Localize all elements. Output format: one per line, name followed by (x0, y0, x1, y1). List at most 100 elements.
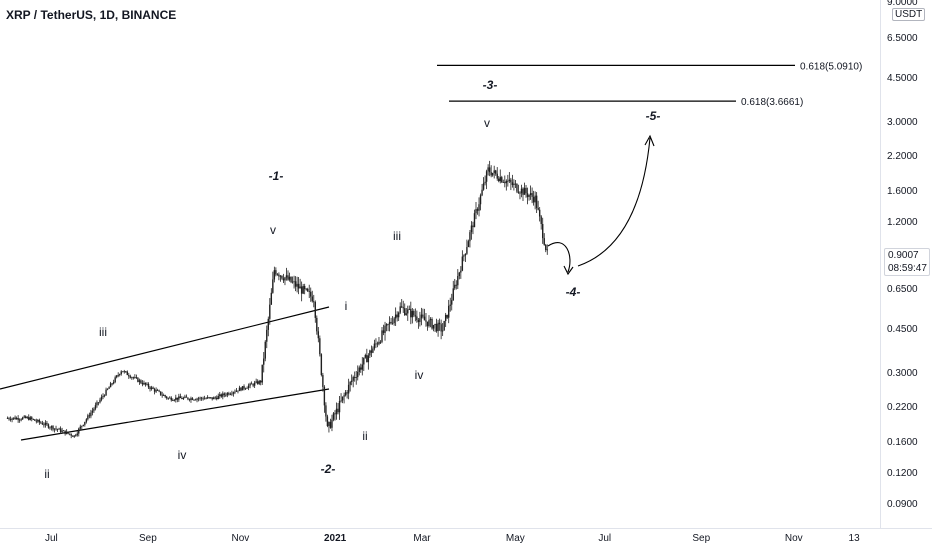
price-tick-label: 3.0000 (887, 117, 918, 128)
candle (402, 300, 404, 313)
candle (238, 385, 241, 392)
candle (199, 396, 201, 401)
candle (202, 396, 204, 401)
candle (441, 323, 444, 337)
candle (106, 388, 109, 391)
candle (93, 407, 95, 413)
candle (44, 420, 47, 428)
candle (264, 340, 266, 362)
candle (252, 383, 254, 388)
candle (270, 288, 273, 305)
candle (21, 416, 24, 420)
candle (155, 387, 157, 393)
candle (470, 221, 473, 240)
candle (102, 393, 104, 400)
currency-badge[interactable]: USDT (892, 8, 926, 21)
candle (423, 308, 426, 321)
arrow-head (644, 134, 655, 147)
candle (340, 393, 342, 403)
candle (313, 294, 315, 308)
candle (499, 169, 501, 184)
candle (293, 275, 295, 289)
candle (328, 421, 330, 433)
candle (511, 174, 514, 188)
candle (138, 378, 141, 385)
time-axis[interactable]: Jul Sep Nov 2021 Mar May Jul Sep Nov 13 (0, 528, 932, 551)
candle (32, 418, 34, 421)
candle (147, 382, 150, 389)
candle (169, 396, 171, 399)
candle (287, 270, 289, 281)
candle (546, 244, 548, 255)
candle (141, 380, 144, 387)
candle (307, 287, 309, 293)
candle (85, 418, 88, 424)
candle (11, 417, 13, 423)
candle (428, 315, 430, 328)
candle (505, 179, 508, 191)
candle (62, 430, 65, 432)
candle (331, 414, 333, 432)
candle (23, 414, 25, 419)
candle (444, 312, 447, 327)
candle (134, 374, 136, 379)
candle (476, 207, 479, 215)
candle-group (6, 160, 548, 439)
candle (79, 424, 81, 430)
candle (158, 389, 160, 393)
candle (419, 311, 421, 327)
candle (372, 346, 374, 354)
candle (143, 380, 145, 386)
time-tick-label: Nov (231, 533, 250, 544)
candle (108, 386, 110, 389)
projection-group (547, 134, 655, 276)
candle (431, 317, 433, 330)
candle (279, 274, 282, 282)
wave-label: iv (178, 448, 187, 462)
candle (507, 174, 509, 187)
candle (226, 392, 229, 398)
candle (49, 426, 51, 430)
candle (111, 382, 113, 386)
price-chart[interactable]: 0.618(5.0910)0.618(3.6661) iiiiiivv-1-i-… (0, 0, 880, 528)
candle (391, 316, 394, 325)
candle (341, 396, 344, 404)
candle (231, 390, 233, 396)
candle (56, 428, 59, 432)
candle (457, 269, 459, 289)
candle (256, 379, 259, 385)
channel-upper-line[interactable] (0, 306, 330, 390)
candle (299, 278, 301, 289)
candle (235, 388, 238, 393)
price-tick-label: 6.5000 (887, 32, 918, 44)
candle (166, 395, 168, 400)
candle (9, 416, 12, 422)
candle (455, 280, 457, 290)
candle (490, 165, 492, 178)
candle (122, 371, 124, 373)
candle (516, 183, 518, 194)
candle (103, 394, 106, 398)
candle (496, 167, 498, 181)
candle (446, 314, 448, 320)
candle (67, 431, 69, 435)
candle (361, 357, 363, 376)
fib-level-group: 0.618(5.0910) 0.618(3.6661) (437, 61, 862, 108)
candle (397, 311, 400, 321)
candle (196, 397, 198, 403)
candle (167, 397, 169, 400)
channel-lower-line[interactable] (20, 388, 330, 441)
candle (176, 397, 179, 403)
price-tick-label: 0.6500 (887, 283, 918, 295)
candle (473, 209, 476, 228)
candle (194, 398, 197, 401)
price-tick-label: 4.5000 (887, 72, 918, 84)
candle (366, 348, 368, 363)
candle (114, 375, 116, 384)
candle (344, 390, 347, 397)
candle (448, 299, 450, 324)
current-price: 0.9007 (888, 250, 919, 261)
candle (190, 396, 192, 403)
candle (543, 233, 545, 246)
